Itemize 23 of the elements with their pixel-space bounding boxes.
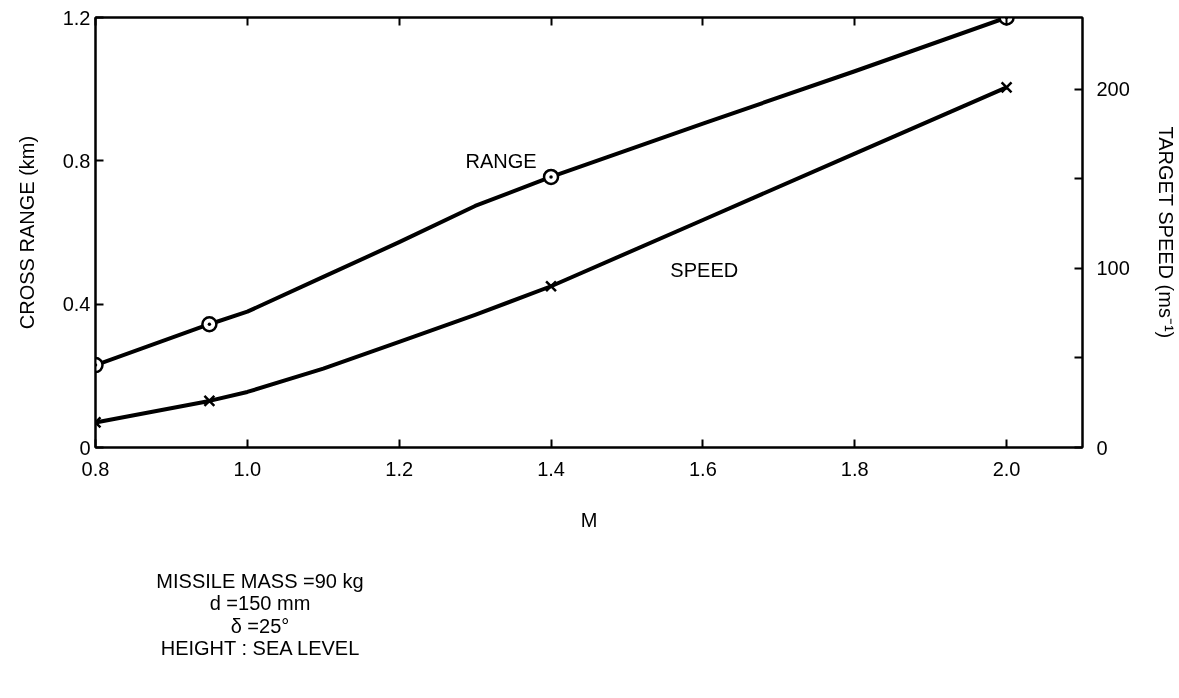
series-label: RANGE xyxy=(465,150,537,173)
x-tick-label: 0.8 xyxy=(81,457,110,480)
y2-tick-label: 0 xyxy=(1096,436,1108,459)
x-tick-label: 1.8 xyxy=(840,457,869,480)
y-tick-label: 0.4 xyxy=(62,293,91,316)
y-tick-label: 1.2 xyxy=(62,6,91,29)
y-axis-title: CROSS RANGE (km) xyxy=(15,135,38,330)
text: HEIGHT : SEA LEVEL xyxy=(160,637,360,660)
y2-axis-title: TARGET SPEED (ms⁻¹) xyxy=(1154,126,1177,339)
x-tick-label: 1.6 xyxy=(688,457,717,480)
x-tick-label: 1.2 xyxy=(385,457,414,480)
y-tick-label: 0.8 xyxy=(62,149,91,172)
text: δ =25° xyxy=(230,614,290,637)
x-tick-label: 2.0 xyxy=(992,457,1021,480)
x-axis-title: M xyxy=(580,508,598,531)
y-tick-label: 0 xyxy=(79,436,91,459)
text: d =150 mm xyxy=(209,592,311,615)
y2-tick-label: 200 xyxy=(1096,78,1130,101)
text: MISSILE MASS =90 kg xyxy=(156,570,364,592)
series-label: SPEED xyxy=(670,258,739,281)
x-tick-label: 1.4 xyxy=(537,457,565,480)
x-tick-label: 1.0 xyxy=(233,457,262,480)
y2-tick-label: 100 xyxy=(1096,257,1130,280)
